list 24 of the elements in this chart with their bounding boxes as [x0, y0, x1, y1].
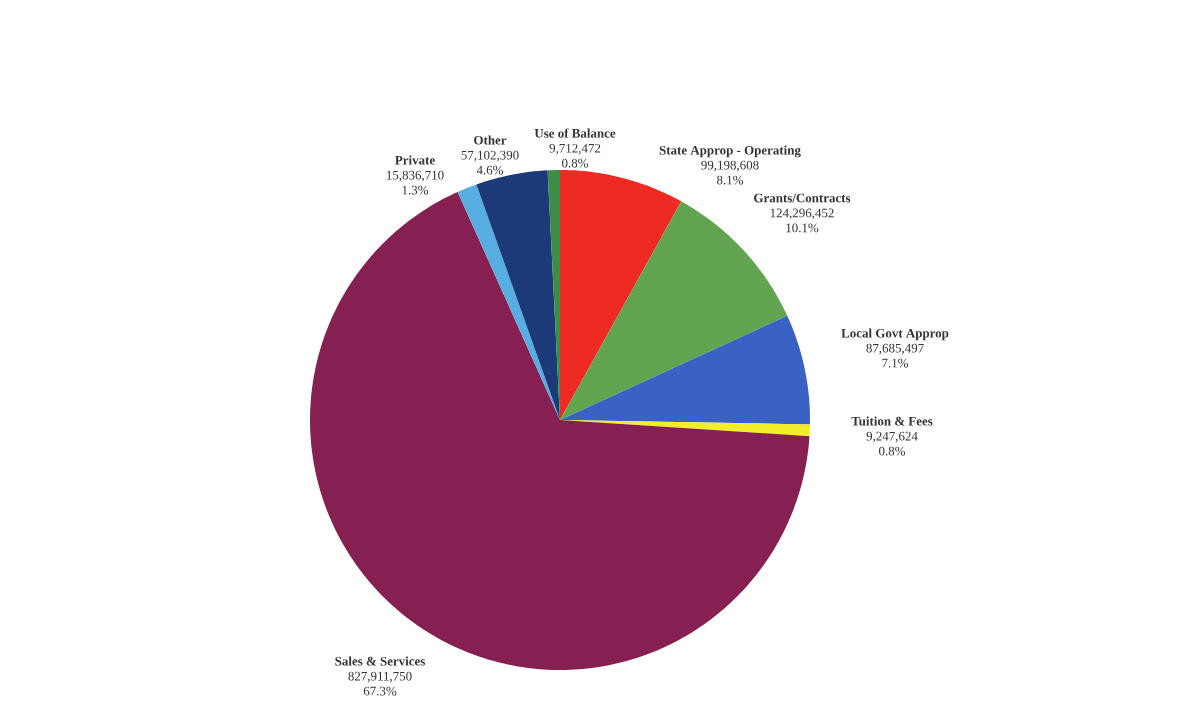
- slice-label: Sales & Services: [335, 656, 425, 666]
- text: 1.3%: [402, 185, 429, 195]
- text: 0.8%: [562, 158, 589, 168]
- text: 10.1%: [786, 223, 819, 233]
- text: 7.1%: [882, 358, 909, 368]
- data-label: 15,836,710: [387, 170, 444, 182]
- slice-label: Tuition & Fees: [851, 416, 933, 426]
- text: 4.6%: [476, 165, 504, 175]
- slice-label: Local Govt Approp: [841, 328, 949, 341]
- data-label: 9,247,624: [866, 431, 918, 443]
- data-label: 87,685,497: [866, 343, 924, 355]
- slice-label: Use of Balance: [534, 128, 616, 138]
- slice-label: Private: [395, 155, 435, 165]
- data-label: 124,296,452: [770, 208, 834, 220]
- text: 67.3%: [363, 686, 397, 696]
- data-label: 99,198,608: [701, 160, 759, 172]
- slice-label: State Approp - Operating: [659, 145, 801, 158]
- slice-label: Grants/Contracts: [754, 193, 851, 203]
- data-label: 9,712,472: [549, 143, 601, 155]
- text: 8.1%: [717, 175, 744, 185]
- text: 0.8%: [879, 446, 906, 456]
- slice-label: Other: [474, 135, 507, 145]
- data-label: 57,102,390: [461, 150, 519, 162]
- data-label: 827,911,750: [348, 671, 412, 683]
